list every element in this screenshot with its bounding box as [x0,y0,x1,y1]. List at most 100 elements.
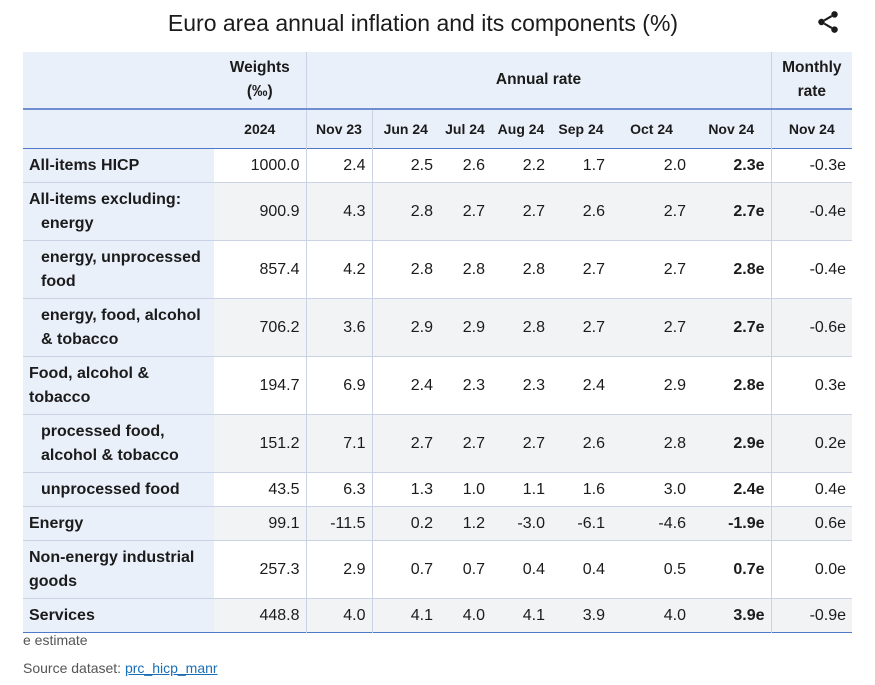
row-label: All-items HICP [23,148,214,183]
value-cell: 2.6 [551,414,611,473]
row-label: Non-energy industrial goods [23,540,214,599]
weight-cell: 43.5 [214,472,306,507]
table-row: Services 448.8 4.0 4.1 4.0 4.1 3.9 4.0 3… [23,598,853,633]
value-cell: 2.9 [439,298,491,357]
inflation-table: Weights (‰) Annual rate Monthly rate 2024 … [23,52,853,633]
value-cell: 1.6 [551,472,611,507]
value-cell-latest: 2.9e [692,414,772,473]
value-cell: 2.4 [551,356,611,415]
value-cell: 3.6 [305,298,372,357]
monthly-cell: -0.6e [770,298,853,357]
monthly-period-header: Nov 24 [770,108,853,149]
value-cell: 2.4 [305,148,372,183]
weight-cell: 99.1 [214,506,306,541]
value-cell-latest: 2.4e [692,472,772,507]
period-header: Aug 24 [491,108,551,149]
value-cell: 2.6 [439,148,491,183]
value-cell: -6.1 [551,506,611,541]
value-cell: 2.6 [551,182,611,241]
weight-cell: 1000.0 [214,148,306,183]
value-cell: 2.9 [305,540,372,599]
row-label: Energy [23,506,214,541]
value-cell-latest: 2.8e [692,240,772,299]
share-icon[interactable] [815,9,841,35]
period-header: Oct 24 [611,108,692,149]
source-dataset-link[interactable]: prc_hicp_manr [124,660,218,676]
value-cell: 4.0 [439,598,491,633]
value-cell: 2.8 [371,182,439,241]
value-cell: 2.8 [371,240,439,299]
monthly-cell: -0.4e [770,240,853,299]
monthly-cell: -0.9e [770,598,853,633]
weight-cell: 194.7 [214,356,306,415]
value-cell: 3.0 [611,472,692,507]
value-cell: 4.0 [611,598,692,633]
value-cell: 2.7 [551,298,611,357]
value-cell: 2.7 [371,414,439,473]
monthly-cell: 0.4e [770,472,853,507]
weight-cell: 857.4 [214,240,306,299]
value-cell: 4.1 [371,598,439,633]
value-cell: 0.7 [439,540,491,599]
value-cell: 0.4 [551,540,611,599]
value-cell: 0.2 [371,506,439,541]
table-row: unprocessed food 43.5 6.3 1.3 1.0 1.1 1.… [23,472,853,507]
value-cell: 3.9 [551,598,611,633]
annual-rate-header: Annual rate [305,52,772,109]
weight-cell: 257.3 [214,540,306,599]
value-cell: 2.0 [611,148,692,183]
value-cell: 2.5 [371,148,439,183]
value-cell: 2.9 [371,298,439,357]
value-cell: 0.7 [371,540,439,599]
table-row: All-items HICP 1000.0 2.4 2.5 2.6 2.2 1.… [23,148,853,183]
period-header: Jul 24 [439,108,491,149]
table-row: energy, unprocessed food 857.4 4.2 2.8 2.… [23,240,853,299]
weight-cell: 151.2 [214,414,306,473]
value-cell: 1.3 [371,472,439,507]
value-cell: 2.3 [439,356,491,415]
monthly-cell: -0.4e [770,182,853,241]
value-cell-latest: 3.9e [692,598,772,633]
value-cell: 6.9 [305,356,372,415]
period-header: Jun 24 [371,108,439,149]
value-cell: 2.7 [439,182,491,241]
value-cell: 0.5 [611,540,692,599]
value-cell: 2.7 [439,414,491,473]
row-label: processed food, alcohol & tobacco [23,414,214,473]
value-cell-latest: 0.7e [692,540,772,599]
table-row: processed food, alcohol & tobacco 151.2 7… [23,414,853,473]
value-cell: -3.0 [491,506,551,541]
source-line: Source dataset: prc_hicp_manr [23,660,218,676]
value-cell: 2.7 [611,298,692,357]
value-cell-latest: -1.9e [692,506,772,541]
table-row: energy, food, alcohol & tobacco 706.2 3.6… [23,298,853,357]
table-row: Energy 99.1 -11.5 0.2 1.2 -3.0 -6.1 -4.6… [23,506,853,541]
monthly-cell: 0.2e [770,414,853,473]
weights-year: 2024 [214,108,306,149]
value-cell: 2.8 [439,240,491,299]
source-prefix: Source dataset: [23,660,122,676]
value-cell: 4.2 [305,240,372,299]
value-cell: -4.6 [611,506,692,541]
value-cell: 2.7 [551,240,611,299]
monthly-rate-header: Monthly rate [770,52,853,109]
period-header: Sep 24 [551,108,611,149]
value-cell: 0.4 [491,540,551,599]
row-label: unprocessed food [23,472,214,507]
table-row: Non-energy industrial goods 257.3 2.9 0.7… [23,540,853,599]
value-cell: 4.3 [305,182,372,241]
value-cell-latest: 2.3e [692,148,772,183]
table-row: Food, alcohol & tobacco 194.7 6.9 2.4 2.3… [23,356,853,415]
row-label: Services [23,598,214,633]
table-row: All-items excluding: energy 900.9 4.3 2.8… [23,182,853,241]
value-cell: 1.1 [491,472,551,507]
value-cell: 2.7 [611,240,692,299]
value-cell-latest: 2.8e [692,356,772,415]
period-header: Nov 24 [692,108,772,149]
page-title: Euro area annual inflation and its compo… [167,10,679,36]
monthly-cell: 0.3e [770,356,853,415]
value-cell: -11.5 [305,506,372,541]
weights-header: Weights (‰) [214,52,306,109]
row-label: energy, food, alcohol & tobacco [23,298,214,357]
row-label: energy, unprocessed food [23,240,214,299]
